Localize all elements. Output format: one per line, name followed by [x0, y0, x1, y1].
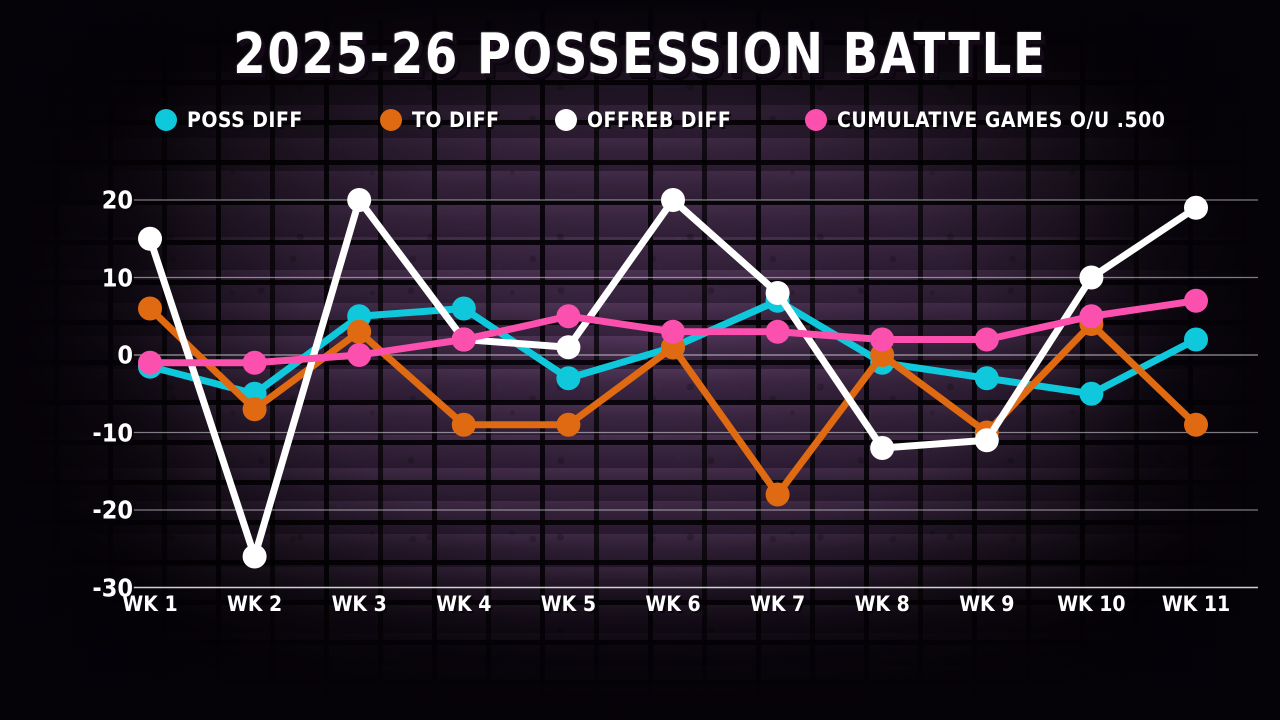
y-axis-tick-label: -30 — [92, 573, 133, 602]
data-point[interactable] — [870, 327, 895, 352]
y-axis-tick-label: -10 — [92, 418, 133, 447]
data-point[interactable] — [451, 296, 476, 321]
legend-item-offreb-diff[interactable]: OFFREB DIFF — [555, 108, 731, 132]
x-axis-tick-label: WK 5 — [540, 592, 596, 616]
y-axis-tick-label: -20 — [92, 495, 133, 525]
y-axis-tick-label: 0 — [117, 340, 133, 370]
legend-label: CUMULATIVE GAMES O/U .500 — [837, 108, 1166, 132]
legend-label: TO DIFF — [412, 108, 500, 132]
x-axis-tick-label: WK 3 — [331, 592, 387, 616]
x-axis-tick-label: WK 6 — [645, 592, 701, 616]
data-point[interactable] — [138, 226, 162, 251]
legend-item-poss-diff[interactable]: POSS DIFF — [155, 108, 303, 132]
y-axis-tick-label: 10 — [101, 263, 133, 292]
legend-swatch-icon — [380, 109, 402, 131]
data-point[interactable] — [347, 188, 372, 212]
data-point[interactable] — [1184, 327, 1208, 352]
data-point[interactable] — [1079, 304, 1104, 329]
data-point[interactable] — [138, 296, 162, 321]
legend-item-to-diff[interactable]: TO DIFF — [380, 108, 500, 132]
x-axis-tick-label: WK 4 — [436, 592, 492, 616]
legend-swatch-icon — [155, 109, 177, 131]
legend-item-cumulative-games-o-u-500[interactable]: CUMULATIVE GAMES O/U .500 — [805, 108, 1165, 132]
data-point[interactable] — [242, 350, 267, 375]
data-point[interactable] — [138, 350, 162, 375]
legend-swatch-icon — [555, 109, 577, 131]
x-axis-tick-label: WK 9 — [959, 592, 1015, 616]
data-point[interactable] — [242, 397, 267, 422]
page-title: 2025-26 POSSESSION BATTLE — [233, 22, 1047, 87]
series-cumulative-games-o-u-500 — [138, 288, 1208, 375]
data-point[interactable] — [347, 343, 372, 367]
data-point[interactable] — [974, 366, 999, 391]
x-axis-tick-label: WK 11 — [1161, 592, 1231, 616]
legend-label: OFFREB DIFF — [587, 108, 732, 132]
data-point[interactable] — [556, 412, 581, 437]
data-point[interactable] — [974, 327, 999, 352]
data-point[interactable] — [1184, 195, 1208, 220]
data-point[interactable] — [661, 319, 685, 344]
data-point[interactable] — [1184, 288, 1208, 313]
legend-label: POSS DIFF — [187, 108, 303, 132]
x-axis-tick-label: WK 8 — [854, 592, 910, 616]
data-point[interactable] — [870, 436, 895, 460]
data-point[interactable] — [451, 412, 476, 437]
data-point[interactable] — [765, 482, 790, 507]
x-axis-tick-label: WK 2 — [226, 592, 283, 616]
data-point[interactable] — [1079, 381, 1104, 406]
data-point[interactable] — [556, 366, 581, 391]
data-point[interactable] — [347, 319, 372, 344]
y-axis-tick-label: 20 — [101, 185, 133, 215]
data-point[interactable] — [556, 304, 581, 329]
data-point[interactable] — [765, 319, 790, 344]
data-point[interactable] — [661, 188, 685, 212]
data-point[interactable] — [1184, 412, 1208, 437]
data-point[interactable] — [974, 428, 999, 453]
x-axis-tick-label: WK 10 — [1057, 592, 1126, 616]
data-point[interactable] — [556, 335, 581, 360]
x-axis-tick-label: WK 1 — [122, 592, 178, 616]
data-point[interactable] — [765, 281, 790, 305]
data-point[interactable] — [1079, 265, 1104, 290]
x-axis-tick-label: WK 7 — [749, 592, 806, 616]
data-point[interactable] — [242, 544, 267, 569]
y-axis-labels: 20 10 0 -10 -20 -30 — [55, 0, 133, 720]
legend-swatch-icon — [805, 109, 827, 131]
data-point[interactable] — [451, 327, 476, 352]
